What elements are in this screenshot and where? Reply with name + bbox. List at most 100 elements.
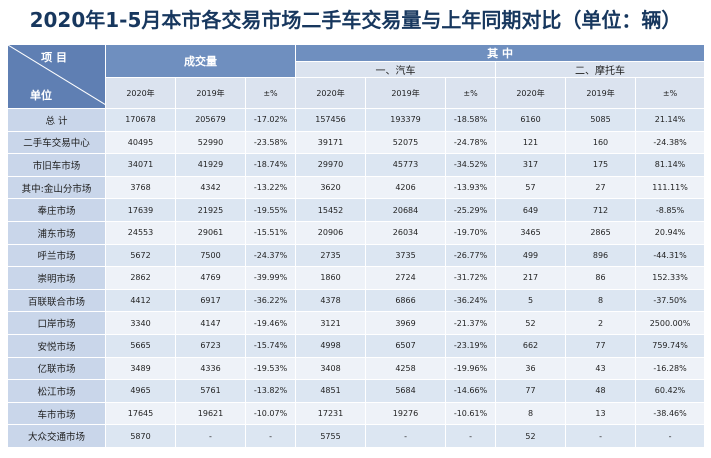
cell-moto-2019: 77 [565,333,637,358]
cell-moto-2019: 13 [565,401,637,426]
cell-total-pct: -19.46% [244,311,297,335]
row-unit-label: 车市市场 [7,401,106,426]
cell-moto-2019: - [565,424,637,448]
cell-total-2019: 41929 [175,153,246,177]
cell-moto-2020: 5 [495,288,567,313]
cell-car-2019: 6866 [365,288,447,313]
cell-moto-2020: 317 [495,153,567,177]
cell-total-2019: 19621 [175,401,246,426]
cell-car-2019: 20684 [365,198,447,222]
cell-moto-2019: 896 [565,243,637,268]
cell-car-2019: 45773 [365,153,447,177]
cell-car-pct: -36.24% [445,288,497,313]
cell-moto-2020: 52 [495,311,567,335]
cell-car-pct: -10.61% [445,401,497,426]
cell-total-2020: 34071 [105,153,176,177]
cell-total-pct: -13.82% [244,379,297,403]
row-unit-label: 安悦市场 [7,333,106,358]
cell-moto-pct: 20.94% [635,220,706,245]
cell-car-2020: 3408 [295,356,367,381]
cell-car-2020: 3620 [295,175,367,200]
cell-moto-2020: 217 [495,266,567,290]
cell-car-pct: -26.77% [445,243,497,268]
cell-total-pct: -39.99% [244,266,297,290]
cell-total-pct: -19.53% [244,356,297,381]
cell-total-2020: 24553 [105,220,176,245]
cell-car-2020: 4998 [295,333,367,358]
cell-total-pct: -13.22% [244,175,297,200]
cell-moto-2019: 5085 [565,108,637,132]
cell-total-2019: 4342 [175,175,246,200]
cell-moto-pct: 152.33% [635,266,706,290]
cell-car-2020: 2735 [295,243,367,268]
cell-total-pct: -17.02% [244,108,297,132]
row-unit-label: 百联联合市场 [7,288,106,313]
header-car: 一、汽车 [295,61,497,78]
cell-moto-2019: 712 [565,198,637,222]
header-of-which: 其 中 [295,44,706,62]
cell-car-pct: -14.66% [445,379,497,403]
cell-car-2019: 26034 [365,220,447,245]
cell-total-2019: 6917 [175,288,246,313]
cell-car-2019: 3969 [365,311,447,335]
trade-volume-table: 项 目 单位 成交量 其 中 一、汽车 二、摩托车 2020年 2019年 ±%… [7,44,706,448]
cell-moto-2019: 86 [565,266,637,290]
table-row: 二手车交易中心 40495 52990 -23.58% 39171 52075 -24.78… [7,130,706,155]
header-moto-2019: 2019年 [565,77,637,109]
cell-moto-2019: 2865 [565,220,637,245]
cell-car-2019: - [365,424,447,448]
cell-total-pct: -15.51% [244,220,297,245]
cell-car-pct: -18.58% [445,108,497,132]
cell-moto-2020: 121 [495,130,567,155]
cell-total-2020: 5672 [105,243,176,268]
cell-car-pct: -34.52% [445,153,497,177]
cell-total-2020: 17639 [105,198,176,222]
cell-moto-2020: 77 [495,379,567,403]
header-moto-pct: ±% [635,77,706,109]
cell-moto-pct: 759.74% [635,333,706,358]
corner-label-unit: 单位 [30,89,52,102]
table-body: 总 计 170678 205679 -17.02% 157456 193379 -18.58… [7,108,706,448]
table-row: 浦东市场 24553 29061 -15.51% 20906 26034 -19.70% 34… [7,220,706,245]
cell-total-2020: 40495 [105,130,176,155]
cell-total-pct: -23.58% [244,130,297,155]
header-car-2020: 2020年 [295,77,367,109]
cell-moto-2020: 8 [495,401,567,426]
cell-total-pct: -10.07% [244,401,297,426]
cell-moto-2020: 662 [495,333,567,358]
cell-car-2019: 4258 [365,356,447,381]
cell-moto-2020: 36 [495,356,567,381]
table-row: 安悦市场 5665 6723 -15.74% 4998 6507 -23.19% 662 77 7… [7,333,706,358]
cell-total-2019: 7500 [175,243,246,268]
cell-moto-2019: 43 [565,356,637,381]
cell-car-2020: 17231 [295,401,367,426]
cell-car-2019: 5684 [365,379,447,403]
cell-total-pct: -19.55% [244,198,297,222]
cell-moto-pct: -24.38% [635,130,706,155]
cell-moto-pct: 60.42% [635,379,706,403]
table-row: 市旧车市场 34071 41929 -18.74% 29970 45773 -34.52% 3… [7,153,706,177]
table-row: 呼兰市场 5672 7500 -24.37% 2735 3735 -26.77% 499 896… [7,243,706,268]
table-row: 车市市场 17645 19621 -10.07% 17231 19276 -10.61% 8 1… [7,401,706,426]
row-unit-label: 亿联市场 [7,356,106,381]
cell-car-2019: 3735 [365,243,447,268]
cell-car-2020: 20906 [295,220,367,245]
row-unit-label: 崇明市场 [7,266,106,290]
header-total-pct: ±% [244,77,297,109]
cell-total-2020: 17645 [105,401,176,426]
cell-total-2019: 21925 [175,198,246,222]
cell-moto-pct: 111.11% [635,175,706,200]
header-total-2019: 2019年 [175,77,246,109]
cell-moto-2020: 57 [495,175,567,200]
row-unit-label: 浦东市场 [7,220,106,245]
cell-car-pct: - [445,424,497,448]
row-unit-label: 呼兰市场 [7,243,106,268]
cell-car-2019: 193379 [365,108,447,132]
cell-moto-2019: 175 [565,153,637,177]
cell-total-pct: -24.37% [244,243,297,268]
table-row: 奉庄市场 17639 21925 -19.55% 15452 20684 -25.29% 64… [7,198,706,222]
cell-car-pct: -21.37% [445,311,497,335]
table-row: 亿联市场 3489 4336 -19.53% 3408 4258 -19.96% 36 43 -1… [7,356,706,381]
header-motorcycle: 二、摩托车 [495,61,706,78]
cell-car-2020: 15452 [295,198,367,222]
